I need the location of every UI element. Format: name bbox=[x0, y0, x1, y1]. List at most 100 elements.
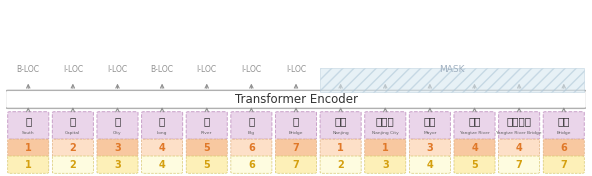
FancyBboxPatch shape bbox=[97, 156, 138, 173]
Text: Big: Big bbox=[248, 131, 255, 135]
Text: I-LOC: I-LOC bbox=[63, 65, 83, 74]
Text: 长: 长 bbox=[159, 116, 165, 126]
Text: B-LOC: B-LOC bbox=[150, 65, 173, 74]
Text: 南京: 南京 bbox=[334, 116, 347, 126]
Text: 4: 4 bbox=[426, 160, 433, 170]
Text: 大桥: 大桥 bbox=[558, 116, 570, 126]
Text: Long: Long bbox=[157, 131, 168, 135]
FancyBboxPatch shape bbox=[320, 139, 361, 156]
Text: B-LOC: B-LOC bbox=[17, 65, 40, 74]
Text: Yangtze River Bridge: Yangtze River Bridge bbox=[496, 131, 542, 135]
Text: 6: 6 bbox=[561, 143, 567, 153]
FancyBboxPatch shape bbox=[231, 156, 272, 173]
FancyBboxPatch shape bbox=[5, 90, 587, 108]
FancyBboxPatch shape bbox=[275, 156, 317, 173]
Text: 1: 1 bbox=[25, 143, 31, 153]
FancyBboxPatch shape bbox=[186, 139, 227, 156]
Text: City: City bbox=[113, 131, 122, 135]
Text: 2: 2 bbox=[337, 160, 344, 170]
Text: 6: 6 bbox=[248, 160, 255, 170]
FancyBboxPatch shape bbox=[141, 156, 183, 173]
Text: 3: 3 bbox=[426, 143, 433, 153]
Text: Bridge: Bridge bbox=[289, 131, 303, 135]
Text: I-LOC: I-LOC bbox=[286, 65, 306, 74]
FancyBboxPatch shape bbox=[543, 112, 584, 139]
Text: 京: 京 bbox=[70, 116, 76, 126]
Text: 4: 4 bbox=[471, 143, 478, 153]
FancyBboxPatch shape bbox=[454, 156, 495, 173]
FancyBboxPatch shape bbox=[498, 112, 540, 139]
FancyBboxPatch shape bbox=[365, 139, 406, 156]
Text: 4: 4 bbox=[159, 143, 166, 153]
Text: South: South bbox=[22, 131, 34, 135]
FancyBboxPatch shape bbox=[454, 112, 495, 139]
Text: Nanjing: Nanjing bbox=[332, 131, 349, 135]
Text: 长江大桥: 长江大桥 bbox=[507, 116, 532, 126]
FancyBboxPatch shape bbox=[8, 112, 49, 139]
FancyBboxPatch shape bbox=[365, 156, 406, 173]
Text: 3: 3 bbox=[114, 143, 121, 153]
Text: 6: 6 bbox=[248, 143, 255, 153]
Text: 市: 市 bbox=[114, 116, 121, 126]
FancyBboxPatch shape bbox=[231, 112, 272, 139]
FancyBboxPatch shape bbox=[320, 156, 361, 173]
Text: 3: 3 bbox=[114, 160, 121, 170]
Text: 7: 7 bbox=[561, 160, 567, 170]
FancyBboxPatch shape bbox=[543, 139, 584, 156]
Text: 1: 1 bbox=[25, 160, 31, 170]
FancyBboxPatch shape bbox=[409, 112, 451, 139]
FancyBboxPatch shape bbox=[543, 156, 584, 173]
Bar bbox=[320, 68, 584, 92]
Text: 3: 3 bbox=[382, 160, 388, 170]
FancyBboxPatch shape bbox=[8, 139, 49, 156]
FancyBboxPatch shape bbox=[454, 139, 495, 156]
Text: Mayor: Mayor bbox=[423, 131, 436, 135]
FancyBboxPatch shape bbox=[498, 139, 540, 156]
FancyBboxPatch shape bbox=[498, 156, 540, 173]
FancyBboxPatch shape bbox=[97, 139, 138, 156]
FancyBboxPatch shape bbox=[320, 112, 361, 139]
Text: I-LOC: I-LOC bbox=[242, 65, 262, 74]
FancyBboxPatch shape bbox=[52, 112, 94, 139]
Text: 5: 5 bbox=[204, 143, 210, 153]
Text: Nanjing City: Nanjing City bbox=[372, 131, 398, 135]
Text: 长江: 长江 bbox=[468, 116, 481, 126]
FancyBboxPatch shape bbox=[186, 112, 227, 139]
Text: 市长: 市长 bbox=[424, 116, 436, 126]
FancyBboxPatch shape bbox=[231, 139, 272, 156]
Text: MASK: MASK bbox=[439, 65, 465, 74]
Text: 桥: 桥 bbox=[293, 116, 299, 126]
FancyBboxPatch shape bbox=[52, 156, 94, 173]
Text: 7: 7 bbox=[292, 160, 300, 170]
Text: 4: 4 bbox=[516, 143, 523, 153]
FancyBboxPatch shape bbox=[141, 139, 183, 156]
Text: I-LOC: I-LOC bbox=[107, 65, 127, 74]
Text: 1: 1 bbox=[382, 143, 388, 153]
FancyBboxPatch shape bbox=[52, 139, 94, 156]
Text: 江: 江 bbox=[204, 116, 210, 126]
FancyBboxPatch shape bbox=[409, 139, 451, 156]
FancyBboxPatch shape bbox=[409, 156, 451, 173]
FancyBboxPatch shape bbox=[275, 139, 317, 156]
Text: 南: 南 bbox=[25, 116, 31, 126]
FancyBboxPatch shape bbox=[141, 112, 183, 139]
Text: 4: 4 bbox=[159, 160, 166, 170]
Text: 2: 2 bbox=[69, 160, 76, 170]
Text: 7: 7 bbox=[292, 143, 300, 153]
Text: 大: 大 bbox=[248, 116, 255, 126]
FancyBboxPatch shape bbox=[97, 112, 138, 139]
FancyBboxPatch shape bbox=[275, 112, 317, 139]
Text: 1: 1 bbox=[337, 143, 344, 153]
Text: Bridge: Bridge bbox=[556, 131, 571, 135]
FancyBboxPatch shape bbox=[186, 156, 227, 173]
Text: 5: 5 bbox=[471, 160, 478, 170]
Text: 5: 5 bbox=[204, 160, 210, 170]
Text: Capital: Capital bbox=[65, 131, 81, 135]
Text: 2: 2 bbox=[69, 143, 76, 153]
Text: 7: 7 bbox=[516, 160, 523, 170]
Text: 南京市: 南京市 bbox=[376, 116, 395, 126]
Text: River: River bbox=[201, 131, 213, 135]
FancyBboxPatch shape bbox=[365, 112, 406, 139]
Text: I-LOC: I-LOC bbox=[197, 65, 217, 74]
FancyBboxPatch shape bbox=[8, 156, 49, 173]
